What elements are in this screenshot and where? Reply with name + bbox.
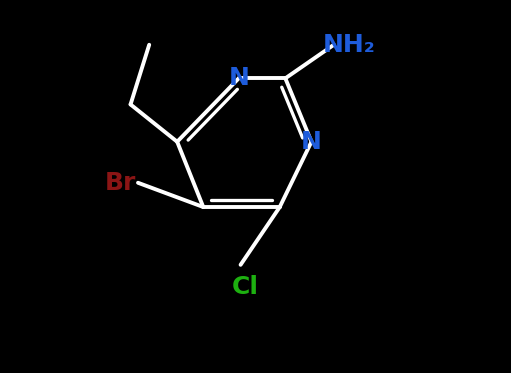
Text: NH₂: NH₂ xyxy=(322,33,375,57)
Text: N: N xyxy=(228,66,249,90)
Text: Br: Br xyxy=(104,171,136,195)
Text: N: N xyxy=(301,130,322,154)
Text: Cl: Cl xyxy=(231,275,258,299)
